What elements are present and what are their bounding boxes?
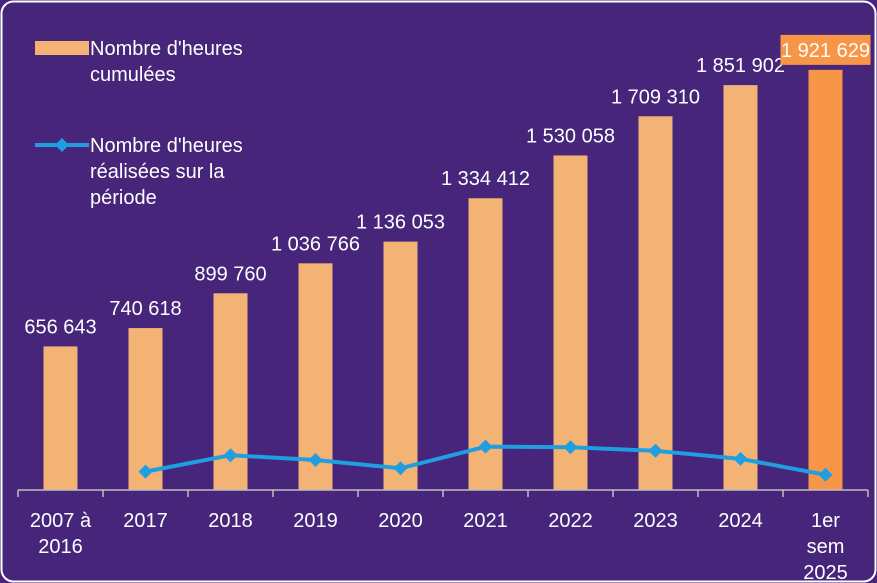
line-marker <box>138 464 153 479</box>
legend-swatch <box>35 41 89 55</box>
bar <box>383 241 418 490</box>
x-tick-label: 2019 <box>293 510 338 532</box>
value-label: 740 618 <box>109 298 181 320</box>
line-marker <box>308 453 323 468</box>
line-marker <box>818 467 833 482</box>
x-tick-label: 2018 <box>208 510 253 532</box>
value-label: 1 709 310 <box>611 86 700 108</box>
x-tick-label: 2017 <box>123 510 168 532</box>
x-tick-label: 2024 <box>718 510 763 532</box>
value-label: 1 036 766 <box>271 233 360 255</box>
x-tick-label: 1er sem 2025 <box>803 510 848 583</box>
legend-marker <box>55 138 69 152</box>
bar <box>638 116 673 490</box>
line-marker <box>223 448 238 463</box>
legend-label: Nombre d'heures cumulées <box>90 38 243 86</box>
x-tick-label: 2020 <box>378 510 423 532</box>
bar <box>553 155 588 490</box>
value-label: 656 643 <box>24 316 96 338</box>
bar <box>808 69 843 490</box>
line-marker <box>478 439 493 454</box>
value-label: 1 851 902 <box>696 55 785 77</box>
value-label: 1 921 629 <box>781 40 870 62</box>
line-marker <box>563 440 578 455</box>
value-label: 1 334 412 <box>441 168 530 190</box>
value-label: 1 136 053 <box>356 212 445 234</box>
bar <box>43 346 78 490</box>
x-tick-label: 2007 à 2016 <box>30 510 92 558</box>
value-label-box <box>780 34 871 65</box>
bar <box>298 263 333 490</box>
x-tick-label: 2022 <box>548 510 593 532</box>
legend-label: Nombre d'heures réalisées sur la période <box>90 135 243 209</box>
line-marker <box>393 461 408 476</box>
line-marker <box>733 451 748 466</box>
line-marker <box>648 443 663 458</box>
value-label: 899 760 <box>194 263 266 285</box>
x-tick-label: 2021 <box>463 510 508 532</box>
bar <box>723 85 758 491</box>
x-tick-label: 2023 <box>633 510 678 532</box>
value-label: 1 530 058 <box>526 125 615 147</box>
bar <box>128 328 163 490</box>
